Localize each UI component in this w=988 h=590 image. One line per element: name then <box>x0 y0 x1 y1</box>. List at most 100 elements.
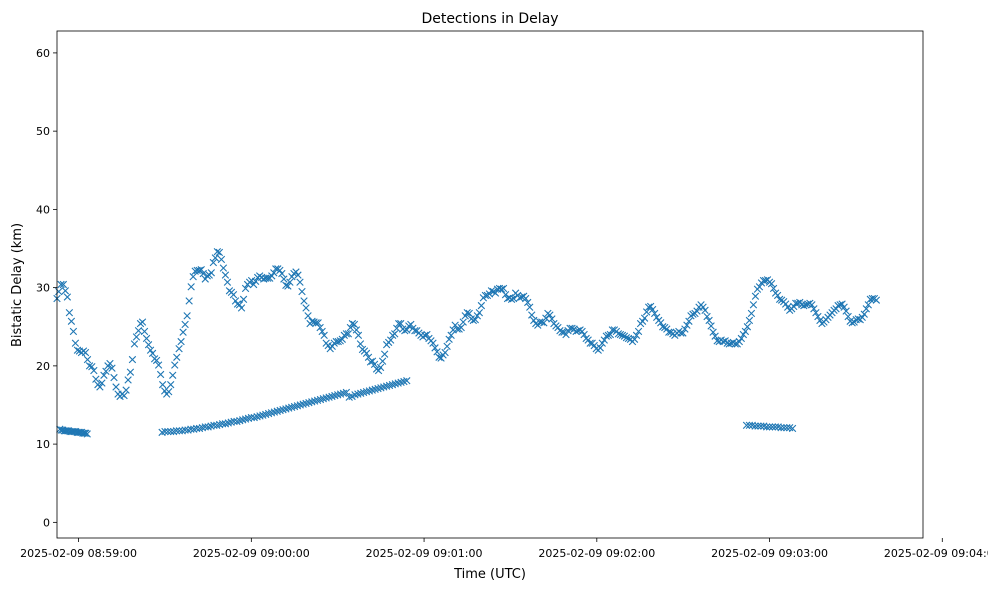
scatter-point <box>98 379 106 387</box>
scatter-point <box>640 314 649 322</box>
scatter-point <box>745 316 754 325</box>
scatter-point <box>63 293 72 301</box>
scatter-point <box>344 330 353 338</box>
scatter-point <box>517 293 526 301</box>
scatter-point <box>152 356 161 365</box>
scatter-point <box>195 266 203 275</box>
scatter-point <box>376 363 385 372</box>
scatter-point <box>864 301 872 309</box>
scatter-point <box>300 297 308 305</box>
y-tick-label: 10 <box>36 438 50 451</box>
scatter-point <box>209 258 218 267</box>
scatter-point <box>604 331 613 340</box>
scatter-point <box>836 301 844 309</box>
scatter-point <box>213 247 222 256</box>
track-point <box>777 423 785 432</box>
scatter-point <box>854 315 862 323</box>
scatter-point <box>562 330 570 339</box>
scatter-point <box>558 328 566 336</box>
x-tick-label: 2025-02-09 09:00:00 <box>193 547 310 560</box>
scatter-point <box>223 278 232 286</box>
scatter-point <box>148 349 157 358</box>
y-tick-label: 40 <box>36 203 50 216</box>
track-point <box>751 422 759 430</box>
scatter-point <box>540 319 548 327</box>
scatter-point <box>683 321 691 329</box>
scatter-point <box>731 340 739 348</box>
scatter-point <box>665 328 673 336</box>
track-point <box>754 422 762 430</box>
scatter-point <box>110 373 118 382</box>
scatter-point <box>586 339 594 347</box>
scatter-point <box>441 348 449 357</box>
scatter-point <box>487 287 496 295</box>
scatter-point <box>794 299 802 307</box>
scatter-point <box>642 308 651 316</box>
scatter-point <box>138 318 147 326</box>
track-point <box>780 423 788 432</box>
scatter-point <box>709 328 717 336</box>
scatter-point <box>580 330 588 339</box>
scatter-point <box>548 315 556 323</box>
scatter-point <box>156 370 165 379</box>
scatter-point <box>90 366 98 375</box>
scatter-point <box>132 333 141 341</box>
scatter-point <box>689 310 697 318</box>
scatter-point <box>844 312 852 321</box>
scatter-point <box>294 271 302 279</box>
data-points <box>54 247 881 438</box>
scatter-point <box>622 334 631 342</box>
x-tick-label: 2025-02-09 09:02:00 <box>538 547 655 560</box>
scatter-point <box>477 301 486 310</box>
scatter-point <box>703 312 711 321</box>
scatter-point <box>221 271 230 279</box>
scatter-point <box>302 304 310 312</box>
scatter-point <box>705 316 713 325</box>
scatter-point <box>215 248 224 257</box>
scatter-point <box>61 287 70 295</box>
scatter-point <box>407 320 415 329</box>
scatter-point <box>435 353 443 361</box>
scatter-point <box>528 311 536 319</box>
scatter-point <box>769 284 778 293</box>
scatter-point <box>614 330 623 338</box>
scatter-point <box>362 349 371 358</box>
scatter-point <box>251 277 260 286</box>
x-tick-label: 2025-02-09 09:01:00 <box>366 547 483 560</box>
scatter-point <box>630 335 639 343</box>
scatter-point <box>140 327 149 336</box>
scatter-point <box>445 335 453 343</box>
y-tick-label: 0 <box>43 516 50 529</box>
scatter-point <box>509 294 518 303</box>
scatter-point <box>102 367 110 376</box>
scatter-point <box>596 344 604 352</box>
scatter-point <box>862 305 870 313</box>
track-point <box>342 388 351 397</box>
scatter-point <box>542 314 550 322</box>
scatter-point <box>189 272 197 281</box>
scatter-point <box>181 320 189 329</box>
scatter-point <box>471 316 480 324</box>
scatter-point <box>177 337 185 346</box>
y-tick-label: 60 <box>36 47 50 60</box>
scatter-point <box>481 291 490 300</box>
track-point <box>762 423 771 431</box>
scatter-point <box>524 298 532 307</box>
scatter-point <box>284 282 292 290</box>
scatter-point <box>280 275 288 283</box>
scatter-point <box>602 332 610 340</box>
scatter-point <box>282 281 290 289</box>
scatter-point <box>92 375 100 383</box>
scatter-point <box>96 383 104 391</box>
scatter-point <box>237 304 246 312</box>
scatter-point <box>199 269 207 278</box>
scatter-point <box>350 320 359 329</box>
scatter-point <box>386 336 395 344</box>
scatter-point <box>203 272 211 280</box>
scatter-point <box>453 325 461 333</box>
scatter-point <box>860 310 868 318</box>
scatter-point <box>463 308 471 317</box>
scatter-point <box>67 317 76 325</box>
x-tick-label: 2025-02-09 09:03:00 <box>711 547 828 560</box>
scatter-point <box>501 290 510 299</box>
